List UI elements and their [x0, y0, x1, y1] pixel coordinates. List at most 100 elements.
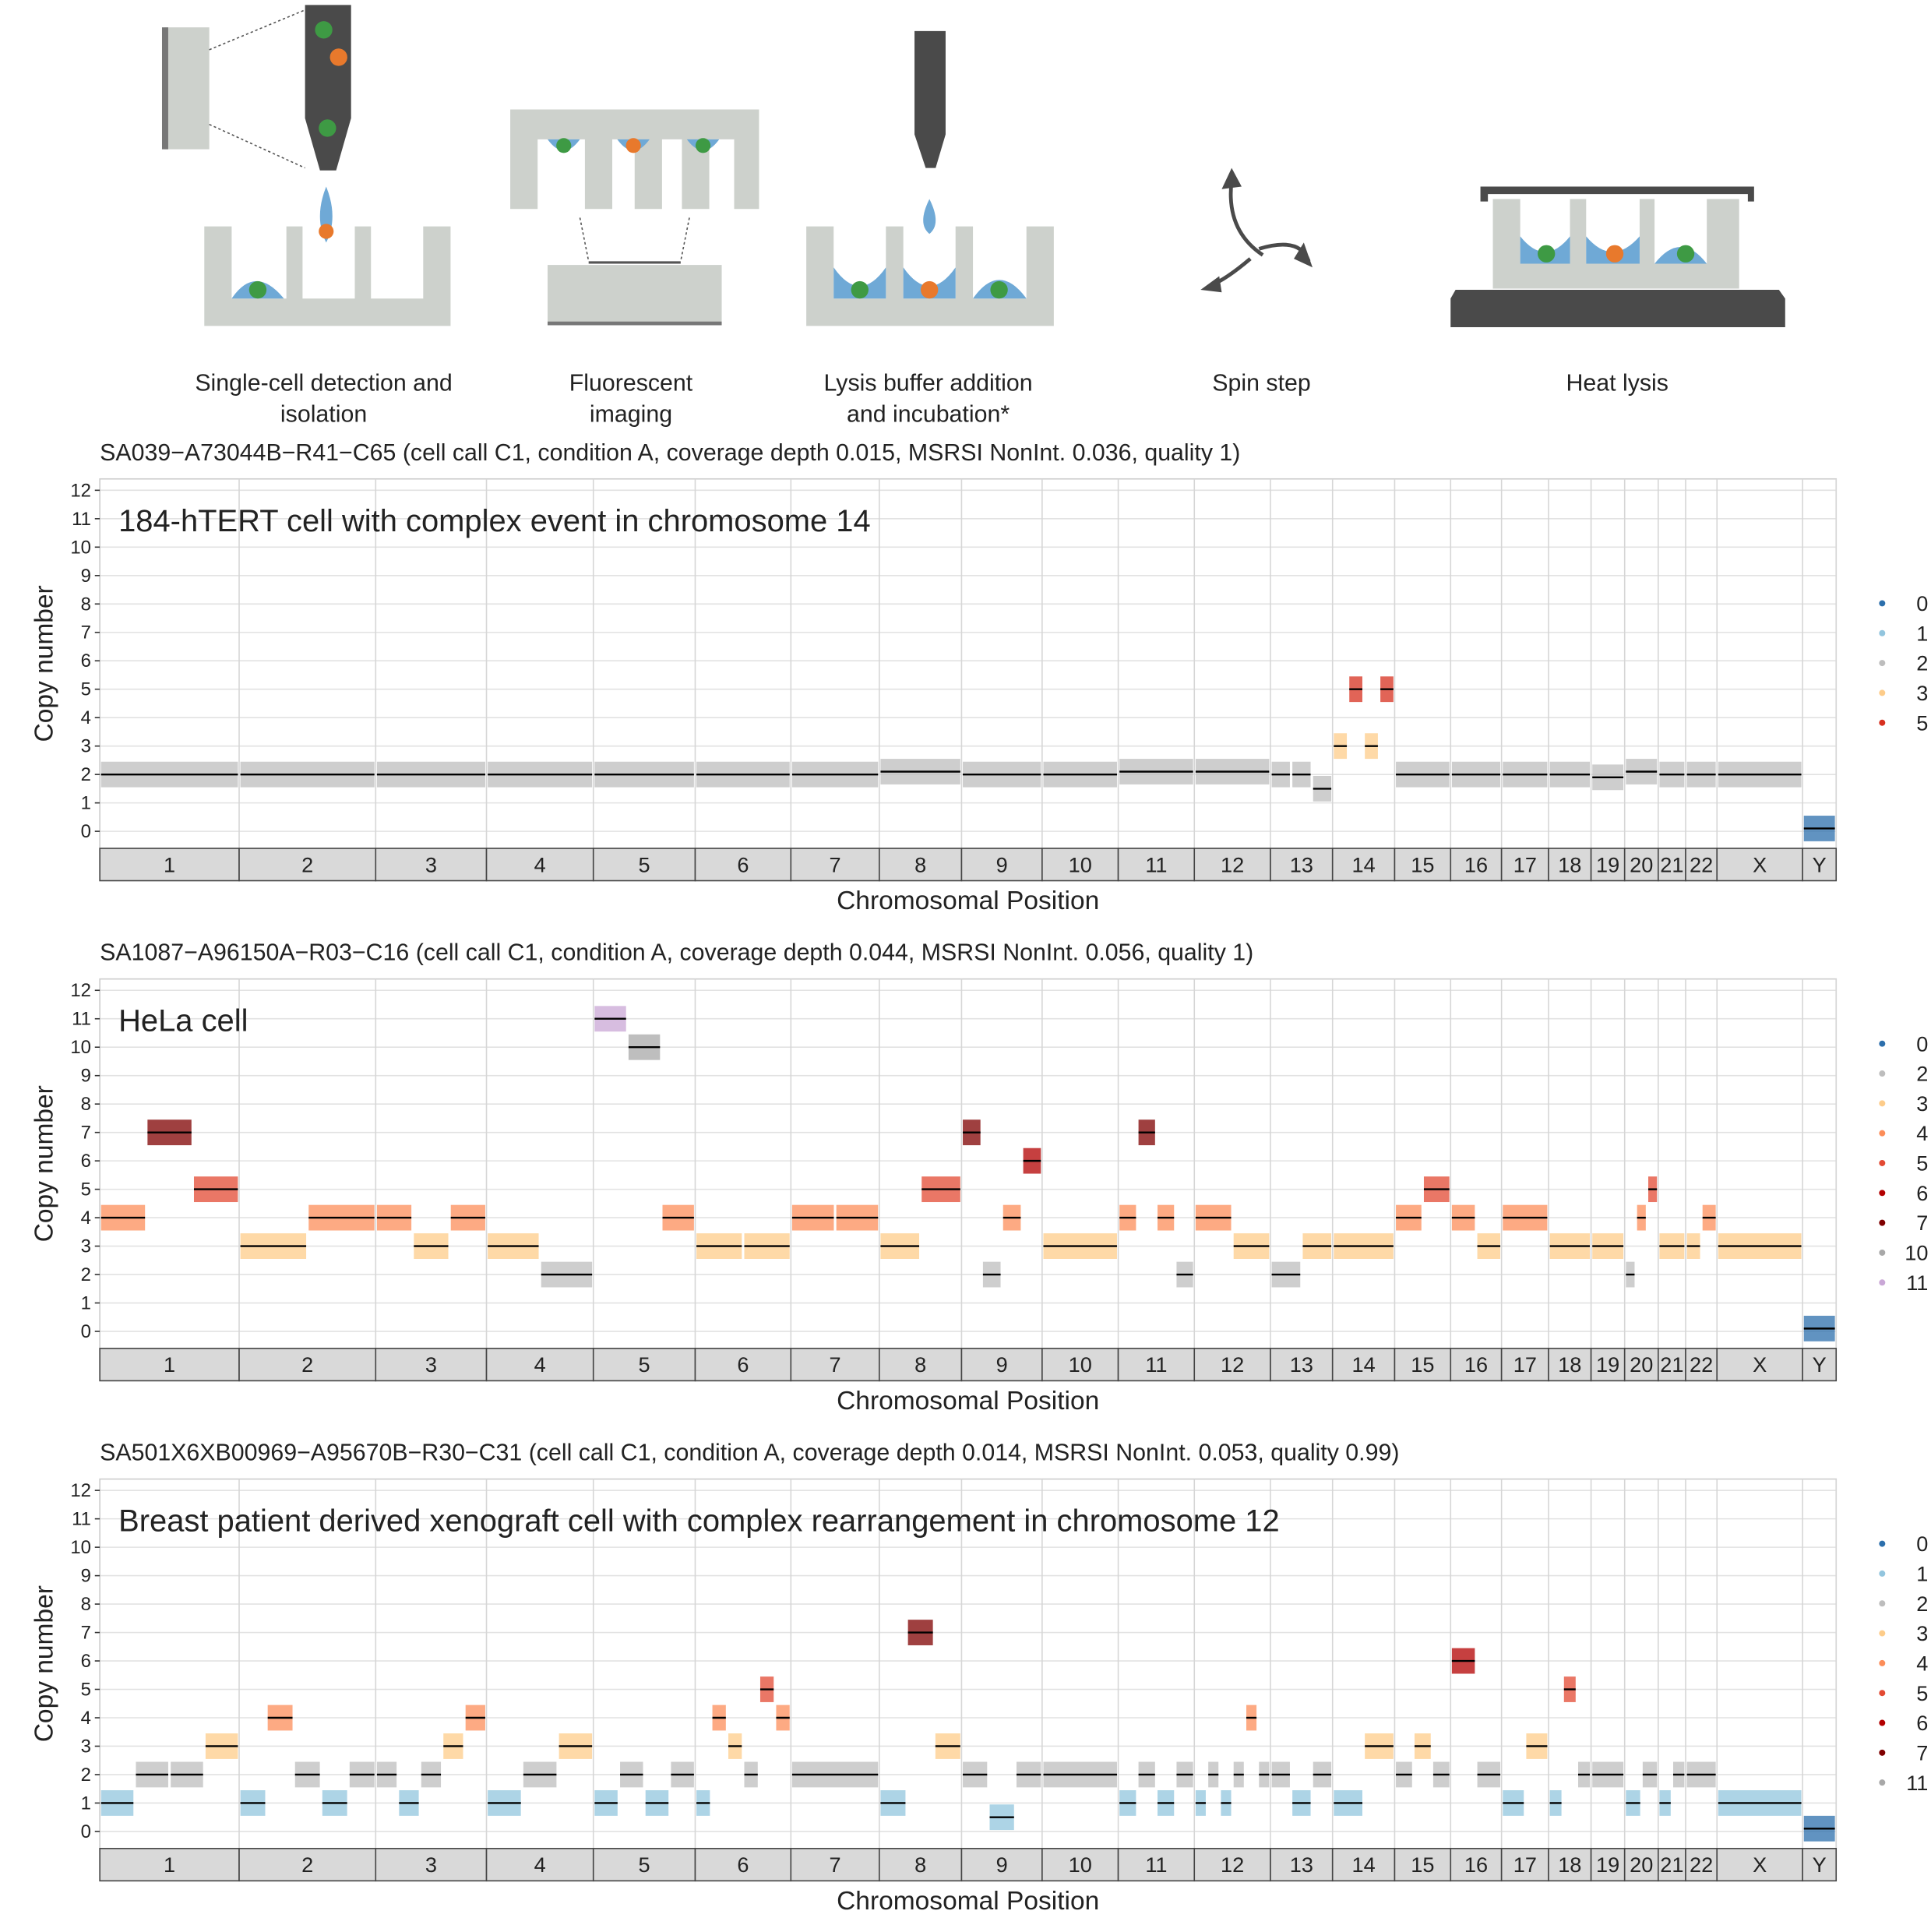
x-tick-label: 18	[1558, 1352, 1581, 1377]
legend-key	[1879, 629, 1886, 636]
x-tick-label: X	[1753, 1853, 1767, 1877]
x-tick-label: 6	[737, 1853, 749, 1877]
legend-label: 3	[1916, 681, 1928, 705]
chromosome-strip	[1450, 1348, 1503, 1382]
x-tick-label: 10	[1069, 852, 1092, 876]
x-tick-label: 16	[1464, 1352, 1488, 1377]
y-tick-label: 10	[70, 1037, 91, 1058]
x-tick-label: 14	[1351, 1853, 1375, 1877]
chromosome-strip	[1270, 1348, 1334, 1382]
chromosome-strip	[790, 1348, 880, 1382]
x-tick-label: 2	[301, 1352, 313, 1377]
step-label: Lysis buffer addition	[824, 370, 1033, 396]
legend-label: 0	[1916, 1031, 1928, 1056]
annotation: HeLa cell	[118, 1004, 248, 1038]
x-tick-label: 7	[830, 1352, 841, 1377]
x-tick-label: 5	[639, 1853, 650, 1877]
chromosome-strip	[485, 1848, 594, 1882]
chromosome-strip	[879, 1848, 963, 1882]
y-tick-label: 8	[81, 1594, 91, 1615]
chromosome-strip	[960, 1848, 1043, 1882]
y-tick-label: 0	[81, 821, 91, 842]
x-tick-label: 17	[1513, 1352, 1537, 1377]
chromosome-strip	[790, 1848, 880, 1882]
x-tick-label: 6	[737, 1352, 749, 1377]
chromosome-strip	[375, 848, 488, 882]
workflow-diagram: Single-cell detection and isolation Fluo…	[161, 5, 1785, 427]
chromosome-strip	[1450, 1848, 1503, 1882]
legend-label: 0	[1916, 591, 1928, 615]
x-tick-label: 21	[1660, 1352, 1683, 1377]
chromosome-strip	[1802, 848, 1838, 882]
y-tick-label: 0	[81, 1821, 91, 1842]
y-tick-label: 8	[81, 594, 91, 615]
legend-label: 5	[1916, 1151, 1928, 1176]
panel: SA1087−A96150A−R03−C16 (cell call C1, co…	[30, 940, 1928, 1416]
y-tick-label: 10	[70, 1537, 91, 1558]
plot-area	[99, 978, 1838, 1349]
panel: SA501X6XB00969−A95670B−R30−C31 (cell cal…	[30, 1440, 1928, 1916]
chromosome-strip	[375, 1848, 488, 1882]
chromosome-strip	[1623, 848, 1659, 882]
legend-key	[1879, 1070, 1886, 1077]
chromosome-strip	[485, 848, 594, 882]
panel-title: SA501X6XB00969−A95670B−R30−C31 (cell cal…	[100, 1440, 1399, 1466]
legend-key	[1879, 719, 1886, 726]
step-label: Single-cell detection and	[195, 370, 452, 396]
chromosome-strip	[1117, 848, 1196, 882]
y-tick-label: 2	[81, 1765, 91, 1786]
chromosome-strip	[1270, 1848, 1334, 1882]
x-tick-label: 21	[1660, 852, 1683, 876]
x-tick-label: 1	[164, 852, 175, 876]
x-tick-label: 5	[639, 1352, 650, 1377]
x-tick-label: 11	[1145, 1352, 1167, 1377]
y-tick-label: 8	[81, 1094, 91, 1115]
legend-key	[1879, 1779, 1886, 1786]
y-tick-label: 9	[81, 566, 91, 587]
chromosome-strip	[1193, 848, 1271, 882]
x-axis-label: Chromosomal Position	[837, 1387, 1099, 1416]
legend-key	[1879, 689, 1886, 696]
x-tick-label: 2	[301, 1853, 313, 1877]
chromosome-strip	[1041, 1348, 1119, 1382]
y-axis-label: Copy number	[30, 585, 58, 742]
chromosome-strip	[1500, 1848, 1549, 1882]
y-axis-label: Copy number	[30, 1085, 58, 1242]
chromosome-strip	[99, 848, 240, 882]
legend-label: 7	[1916, 1740, 1928, 1765]
x-tick-label: 13	[1290, 1352, 1313, 1377]
chromosome-strip	[1658, 848, 1686, 882]
y-tick-label: 3	[81, 1236, 91, 1257]
chromosome-strip	[694, 848, 792, 882]
y-tick-label: 0	[81, 1321, 91, 1342]
legend-key	[1879, 1570, 1886, 1577]
chromosome-strip	[1500, 848, 1549, 882]
y-tick-label: 7	[81, 622, 91, 643]
legend-key	[1879, 1190, 1886, 1197]
y-tick-label: 11	[72, 1509, 91, 1530]
x-tick-label: 19	[1596, 1352, 1619, 1377]
x-tick-label: 14	[1351, 852, 1375, 876]
chromosome-strip	[1590, 1348, 1626, 1382]
x-tick-label: 2	[301, 852, 313, 876]
x-tick-label: 17	[1513, 1853, 1537, 1877]
x-tick-label: 10	[1069, 1352, 1092, 1377]
x-tick-label: 22	[1690, 1352, 1713, 1377]
legend-key	[1879, 1100, 1886, 1107]
annotation: Breast patient derived xenograft cell wi…	[118, 1504, 1280, 1539]
chromosome-strip	[790, 848, 880, 882]
y-tick-label: 12	[70, 1480, 91, 1501]
x-tick-label: 9	[996, 1853, 1008, 1877]
x-tick-label: 22	[1690, 852, 1713, 876]
legend-key	[1879, 1249, 1886, 1256]
x-tick-label: 11	[1145, 1853, 1167, 1877]
legend-label: 5	[1916, 710, 1928, 735]
x-tick-label: 16	[1464, 1853, 1488, 1877]
y-tick-label: 2	[81, 1264, 91, 1285]
x-tick-label: 3	[425, 1853, 437, 1877]
chromosome-strip	[1590, 848, 1626, 882]
x-tick-label: 15	[1411, 1853, 1434, 1877]
x-tick-label: X	[1753, 1352, 1767, 1377]
chromosome-strip	[1270, 848, 1334, 882]
y-tick-label: 1	[81, 1793, 91, 1814]
